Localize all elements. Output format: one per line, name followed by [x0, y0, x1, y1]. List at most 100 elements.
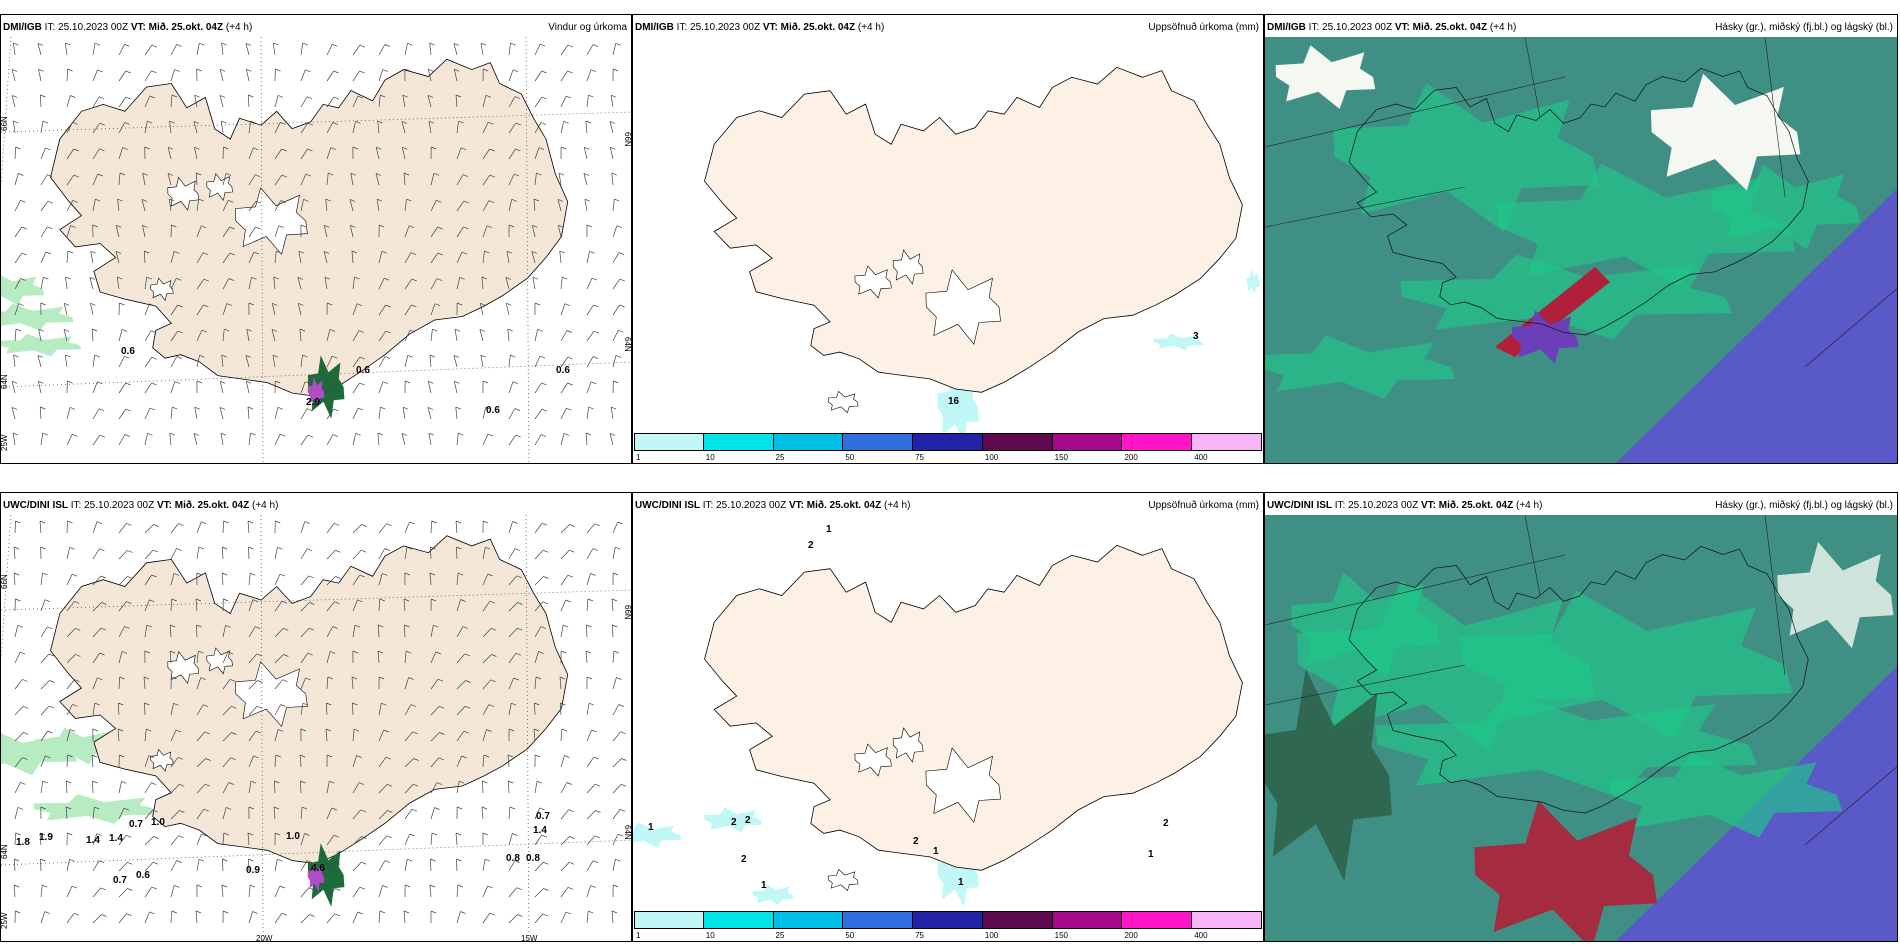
wind-barb — [378, 44, 390, 56]
barb-flag — [619, 304, 625, 308]
colorbar-cell — [913, 433, 983, 451]
barb-staff — [144, 121, 148, 134]
barb-flag — [205, 758, 211, 761]
barb-staff — [404, 521, 410, 534]
barb-staff — [428, 433, 432, 446]
barb-flag — [224, 328, 230, 332]
barb-flag — [330, 147, 336, 150]
barb-staff — [482, 407, 486, 420]
barb-flag — [304, 521, 310, 524]
barb-flag — [221, 354, 227, 358]
barb-flag — [176, 548, 182, 551]
wind-value-label: 0.6 — [136, 870, 150, 881]
wind-barb — [13, 884, 20, 898]
clear-area — [1650, 73, 1801, 191]
barb-flag — [361, 836, 367, 839]
barb-flag — [489, 148, 495, 152]
barb-staff — [558, 173, 562, 186]
barb-flag — [384, 277, 390, 281]
barb-staff — [39, 832, 42, 846]
barb-staff — [92, 860, 100, 872]
barb-flag — [456, 302, 463, 306]
barb-flag — [21, 252, 27, 256]
barb-staff — [429, 546, 432, 560]
valid-time: Mið. 25.okt. 04Z — [148, 22, 224, 33]
barb-staff — [508, 887, 517, 898]
barb-staff — [560, 755, 565, 768]
barb-flag — [65, 276, 71, 280]
cloud-panel-bottom: UWC/DINI ISL IT: 25.10.2023 00Z VT: Mið.… — [1264, 492, 1898, 942]
barb-flag — [458, 432, 464, 436]
valid-label: VT: — [762, 22, 778, 33]
barb-staff — [352, 599, 358, 612]
barb-flag — [506, 250, 513, 254]
barb-flag — [146, 728, 152, 732]
clear-area — [1275, 45, 1376, 109]
barb-flag — [332, 122, 338, 125]
wind-barb — [455, 520, 462, 534]
barb-flag — [585, 432, 592, 436]
colorbar-tick-label: 75 — [915, 931, 925, 940]
wind-barb — [534, 754, 541, 767]
axis-label: 64N — [623, 337, 632, 352]
wind-barb — [482, 250, 490, 264]
wind-barb — [427, 95, 434, 108]
low-cloud-area — [1460, 590, 1793, 740]
barb-flag — [593, 756, 599, 760]
barb-staff — [456, 433, 459, 446]
wind-value-label: 0.6 — [356, 365, 370, 376]
wind-barb — [170, 406, 178, 420]
barb-staff — [609, 147, 614, 160]
barb-staff — [352, 382, 360, 394]
wind-barb — [428, 120, 435, 134]
barb-flag — [563, 624, 569, 628]
barb-staff — [12, 433, 16, 446]
wind-barb — [196, 833, 207, 846]
barb-staff — [221, 355, 224, 368]
wind-barb — [297, 277, 304, 290]
wind-barb — [39, 832, 46, 846]
barb-staff — [300, 652, 309, 664]
high-cloud-area — [1474, 800, 1657, 941]
wind-barb — [479, 329, 486, 342]
barb-flag — [144, 250, 150, 254]
precip-value-label: 1 — [958, 877, 964, 888]
barb-flag — [457, 572, 464, 576]
barb-flag — [457, 884, 464, 888]
barb-staff — [92, 173, 99, 186]
wind-barb — [427, 380, 434, 394]
wind-barb — [143, 676, 150, 690]
wind-barb — [92, 914, 107, 924]
wind-barb — [586, 783, 601, 794]
barb-flag — [616, 225, 623, 229]
wind-barb — [222, 278, 234, 290]
wind-barb — [326, 651, 336, 664]
barb-staff — [352, 121, 356, 134]
barb-staff — [66, 754, 69, 768]
barb-flag — [453, 355, 460, 358]
barb-flag — [173, 251, 180, 254]
barb-flag — [357, 911, 363, 915]
barb-flag — [516, 887, 522, 891]
wind-barb — [274, 520, 281, 534]
barb-flag — [196, 624, 202, 628]
barb-flag — [15, 832, 21, 836]
barb-staff — [40, 680, 50, 690]
wind-barb — [66, 225, 76, 238]
barb-staff — [325, 199, 328, 212]
panel-title: Uppsöfnuð úrkoma (mm) — [1148, 500, 1259, 511]
low-cloud-area — [1710, 164, 1861, 250]
barb-flag — [226, 807, 232, 810]
wind-barb — [534, 601, 548, 612]
barb-staff — [326, 96, 335, 108]
wind-barb — [456, 755, 467, 768]
barb-staff — [560, 887, 569, 898]
barb-staff — [456, 911, 461, 924]
barb-flag — [561, 728, 568, 732]
barb-staff — [352, 755, 357, 768]
wind-barb — [430, 146, 437, 160]
barb-staff — [324, 277, 328, 290]
valid-label: VT: — [130, 22, 146, 33]
barb-flag — [250, 120, 256, 124]
wind-value-label: 1.4 — [86, 835, 100, 846]
